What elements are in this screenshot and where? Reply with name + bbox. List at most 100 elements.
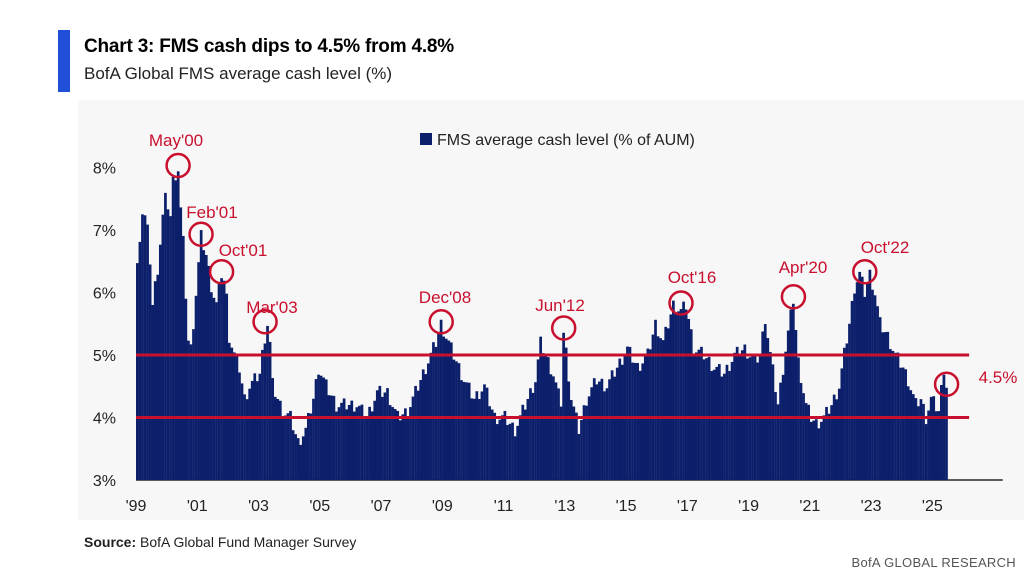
y-tick-label: 5%: [93, 348, 116, 365]
bar: [940, 385, 943, 480]
x-tick-label: '25: [922, 498, 943, 515]
annotation-label: Oct'01: [219, 241, 268, 260]
bar: [608, 379, 611, 480]
bar: [358, 405, 361, 480]
bar: [432, 342, 435, 480]
bar: [911, 394, 915, 480]
bar: [899, 367, 902, 480]
bar: [248, 388, 252, 480]
legend: FMS average cash level (% of AUM): [420, 132, 695, 149]
bar: [220, 278, 223, 480]
legend-label: FMS average cash level (% of AUM): [437, 132, 695, 149]
bar: [669, 314, 673, 480]
bar: [697, 349, 701, 480]
bar: [784, 351, 788, 480]
bar: [891, 350, 895, 480]
bar: [661, 340, 665, 480]
bar: [416, 390, 420, 480]
bar: [876, 306, 879, 480]
bar: [332, 395, 336, 480]
bar: [156, 274, 160, 480]
bar: [873, 295, 877, 480]
bar: [493, 412, 497, 480]
bar: [830, 405, 833, 480]
bar: [866, 283, 869, 480]
bar: [179, 207, 183, 480]
bar: [636, 363, 639, 480]
bar: [577, 433, 581, 480]
bar: [677, 311, 680, 480]
highlight-circle: [852, 259, 878, 285]
bar: [705, 358, 708, 480]
chart-subtitle: BofA Global FMS average cash level (%): [84, 64, 393, 83]
bar: [378, 385, 382, 480]
bar: [937, 411, 941, 480]
x-tick-label: '23: [861, 498, 882, 515]
bar: [227, 342, 231, 480]
bar: [437, 333, 440, 480]
bar: [161, 214, 165, 480]
bar: [863, 296, 867, 480]
source-label: Source:: [84, 534, 137, 550]
bar: [791, 303, 795, 480]
bar: [299, 444, 303, 480]
bar: [820, 421, 823, 480]
bar: [914, 398, 918, 480]
bar: [763, 324, 767, 480]
bar: [592, 378, 596, 480]
bar: [317, 374, 320, 480]
y-tick-label: 4%: [93, 411, 116, 428]
bar: [503, 410, 507, 480]
bar: [342, 398, 346, 480]
bar: [656, 336, 660, 480]
bar: [725, 364, 729, 480]
x-tick-label: '01: [187, 498, 208, 515]
bar: [291, 430, 295, 480]
x-tick-label: '99: [126, 498, 147, 515]
bar: [329, 395, 333, 480]
bar: [212, 297, 216, 480]
bar: [169, 216, 172, 481]
bar: [529, 388, 532, 480]
bar: [319, 375, 323, 480]
bar: [146, 224, 149, 480]
bar: [158, 244, 162, 480]
bar: [689, 329, 693, 480]
bar: [817, 428, 821, 480]
bar: [508, 423, 512, 480]
bar: [715, 366, 719, 480]
bar: [868, 269, 872, 480]
bar: [590, 387, 594, 480]
bar: [575, 412, 578, 480]
bar: [296, 438, 300, 480]
bar: [664, 326, 668, 480]
bar: [641, 363, 645, 480]
bar: [929, 396, 933, 480]
bar: [651, 334, 655, 480]
bar: [631, 362, 634, 480]
bar: [483, 384, 486, 480]
bar: [654, 319, 657, 480]
bar: [580, 420, 583, 480]
bar: [534, 382, 537, 480]
bar: [932, 396, 936, 480]
x-tick-label: '05: [309, 498, 330, 515]
bar: [646, 348, 650, 480]
bar: [281, 417, 285, 480]
bar: [807, 404, 810, 480]
reference-lines: [136, 353, 970, 419]
bar: [516, 425, 520, 480]
bar: [638, 370, 642, 480]
bar: [335, 411, 338, 480]
bar: [597, 381, 601, 480]
bar: [457, 363, 461, 480]
bar: [626, 346, 629, 480]
bar: [278, 400, 282, 480]
bar: [888, 349, 892, 480]
annotation-label: May'00: [149, 131, 203, 150]
bar: [723, 373, 726, 480]
highlight-circle: [550, 315, 577, 341]
bar: [549, 374, 553, 480]
bar: [521, 404, 525, 480]
bar: [409, 407, 412, 480]
